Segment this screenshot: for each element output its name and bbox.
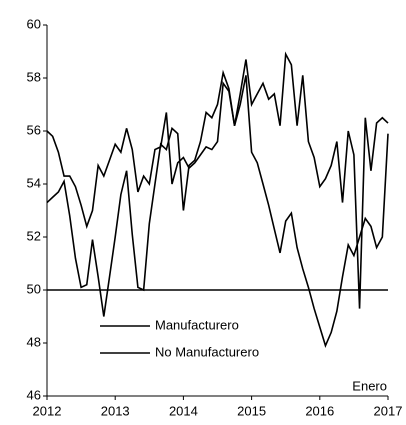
y-tick-label: 52 [27,228,41,243]
legend-label: No Manufacturero [155,344,259,359]
y-tick-label: 46 [27,387,41,402]
y-tick-label: 56 [27,122,41,137]
series-line [46,51,389,317]
x-tick-label: 2013 [101,403,130,418]
y-tick-label: 58 [27,69,41,84]
legend-label: Manufacturero [155,317,239,332]
x-tick-label: 2017 [374,403,403,418]
y-tick-label: 60 [27,16,41,31]
series-line [46,75,389,348]
x-tick-label: 2012 [33,403,62,418]
x-tick-label: 2015 [237,403,266,418]
x-tick-label: 2016 [305,403,334,418]
x-tick-label: 2014 [169,403,198,418]
y-tick-label: 48 [27,334,41,349]
y-tick-label: 50 [27,281,41,296]
annotation: Enero [352,378,387,393]
y-tick-label: 54 [27,175,41,190]
